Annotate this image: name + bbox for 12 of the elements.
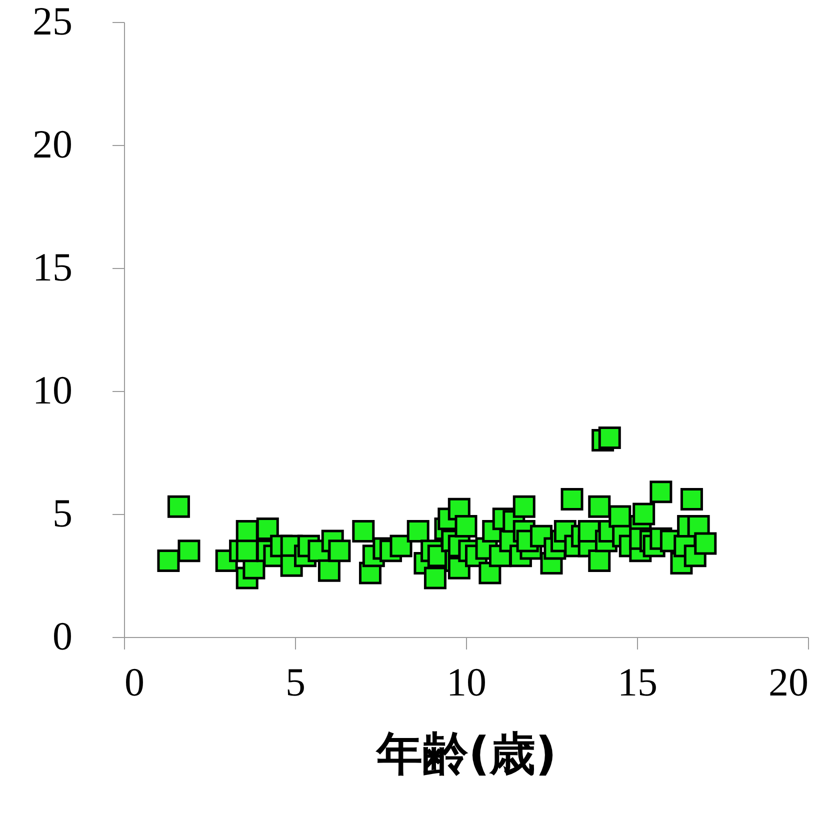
x-tick-label: 5 xyxy=(286,660,306,704)
y-tick-label: 25 xyxy=(32,0,72,44)
x-tick-label: 10 xyxy=(446,660,486,704)
y-tick-label: 20 xyxy=(32,122,72,166)
x-axis-title: 年齢(歳) xyxy=(374,726,557,780)
y-tick-label: 0 xyxy=(52,614,72,658)
x-tick-label: 20 xyxy=(768,660,808,704)
y-tick-label: 15 xyxy=(32,244,72,290)
y-tick-label: 5 xyxy=(52,490,72,536)
x-tick-label: 0 xyxy=(124,660,144,704)
x-tick-label: 15 xyxy=(618,660,658,704)
y-tick-label: 10 xyxy=(32,368,72,412)
